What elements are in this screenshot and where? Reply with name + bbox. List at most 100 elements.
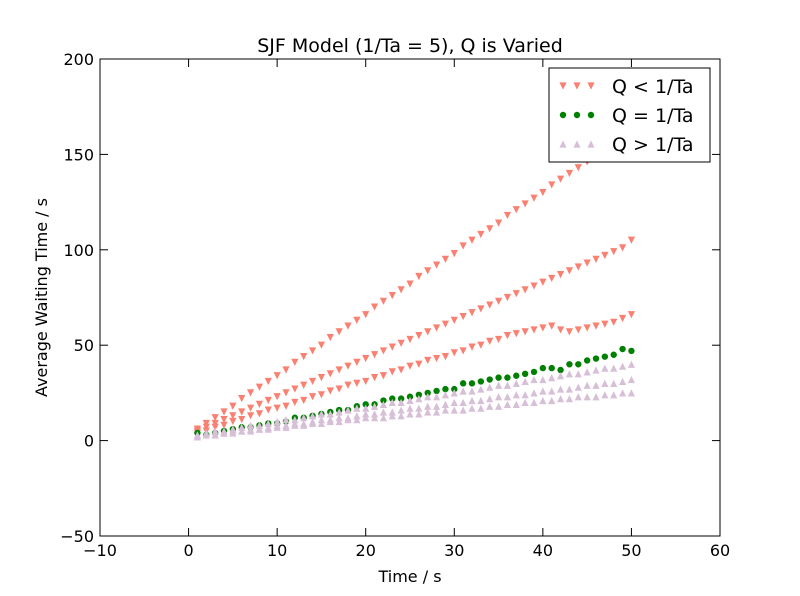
- data-point: [486, 395, 494, 403]
- data-point: [548, 322, 556, 330]
- data-point: [238, 427, 246, 435]
- data-point: [583, 324, 591, 332]
- data-point: [627, 311, 636, 319]
- data-point: [380, 397, 387, 404]
- data-point: [379, 414, 388, 422]
- data-point: [379, 400, 388, 408]
- data-point: [370, 410, 379, 418]
- data-point: [389, 395, 396, 402]
- data-point: [308, 347, 317, 355]
- data-point: [592, 355, 600, 362]
- data-point: [211, 431, 219, 439]
- y-tick-label: 200: [63, 50, 94, 69]
- data-point: [539, 188, 547, 197]
- data-point: [627, 360, 636, 368]
- data-point: [477, 230, 485, 239]
- data-point: [370, 351, 379, 359]
- data-point: [539, 375, 547, 384]
- data-point: [565, 370, 574, 378]
- data-point: [521, 328, 529, 336]
- data-point: [246, 404, 255, 412]
- data-point: [556, 395, 565, 403]
- data-point: [282, 423, 290, 431]
- data-point: [291, 398, 299, 407]
- data-point: [238, 423, 246, 431]
- data-point: [601, 379, 609, 387]
- data-point: [539, 324, 547, 332]
- data-point: [486, 376, 493, 383]
- data-point: [610, 248, 618, 256]
- data-point: [575, 361, 582, 368]
- data-point: [308, 393, 317, 401]
- data-point: [459, 387, 467, 395]
- data-point: [592, 366, 600, 374]
- data-point: [415, 391, 423, 399]
- x-tick-label: 40: [533, 541, 553, 560]
- data-point: [308, 412, 317, 420]
- data-point: [397, 406, 405, 414]
- data-point: [255, 383, 264, 391]
- data-point: [353, 416, 361, 424]
- data-point: [486, 402, 494, 410]
- data-point: [548, 274, 556, 283]
- data-point: [592, 381, 600, 389]
- data-point: [592, 393, 600, 401]
- data-point: [255, 410, 264, 418]
- data-point: [397, 366, 405, 374]
- data-point: [424, 408, 432, 416]
- data-point: [450, 316, 458, 324]
- data-point: [618, 244, 627, 252]
- data-point: [592, 255, 600, 263]
- data-point: [406, 404, 414, 412]
- data-point: [468, 236, 476, 244]
- data-point: [441, 391, 450, 399]
- data-point: [388, 408, 396, 416]
- data-point: [539, 387, 547, 395]
- legend-marker: [573, 140, 581, 148]
- data-point: [246, 412, 255, 420]
- data-point: [406, 393, 414, 400]
- data-point: [344, 406, 352, 414]
- data-point: [556, 326, 565, 334]
- data-point: [521, 391, 529, 399]
- data-point: [486, 301, 494, 309]
- data-point: [273, 404, 281, 412]
- data-point: [521, 286, 529, 294]
- x-axis-label: Time / s: [377, 567, 441, 586]
- data-point: [415, 410, 423, 418]
- data-point: [273, 423, 281, 431]
- data-point: [627, 236, 636, 244]
- data-point: [494, 402, 503, 410]
- data-point: [503, 332, 512, 340]
- data-point: [618, 389, 627, 397]
- data-point: [512, 206, 520, 214]
- data-point: [415, 332, 423, 340]
- data-point: [432, 408, 441, 416]
- data-point: [335, 417, 343, 426]
- data-point: [539, 364, 547, 372]
- data-point: [503, 211, 512, 220]
- data-point: [432, 261, 441, 269]
- data-point: [246, 427, 255, 435]
- data-markers: [193, 127, 636, 441]
- data-point: [424, 356, 432, 365]
- data-point: [300, 421, 308, 429]
- data-point: [326, 370, 334, 378]
- data-point: [583, 393, 591, 401]
- x-tick-label: 30: [444, 541, 464, 560]
- data-point: [229, 412, 237, 420]
- data-point: [468, 309, 476, 317]
- data-point: [548, 374, 556, 382]
- x-tick-label: 10: [267, 541, 287, 560]
- x-tick-label: 50: [621, 541, 641, 560]
- data-point: [353, 412, 361, 420]
- data-point: [557, 366, 564, 374]
- data-point: [459, 242, 467, 250]
- data-point: [601, 364, 609, 372]
- data-point: [415, 395, 423, 403]
- data-point: [441, 320, 450, 328]
- data-point: [397, 339, 405, 347]
- data-point: [317, 374, 326, 382]
- x-tick-label: −10: [83, 541, 117, 560]
- data-point: [362, 414, 370, 422]
